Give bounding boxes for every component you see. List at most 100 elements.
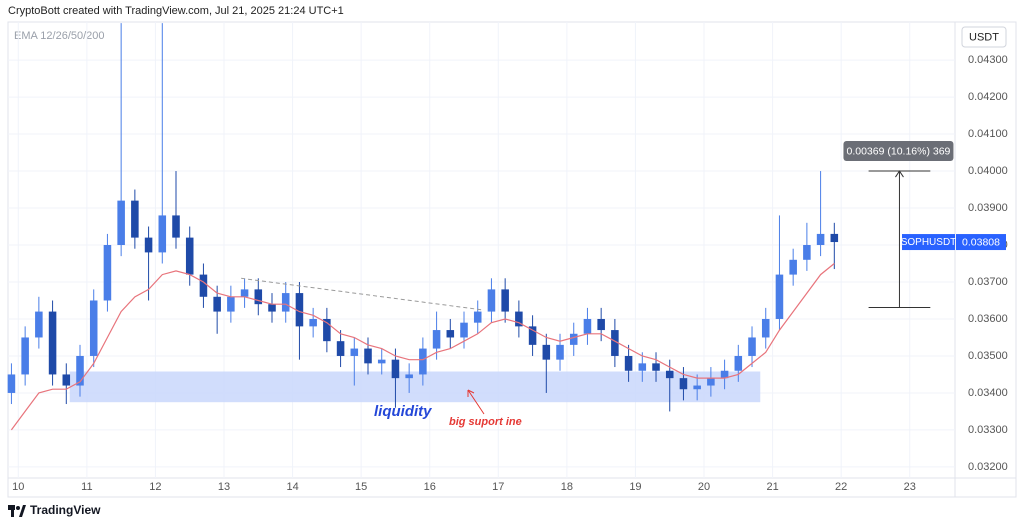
y-tick-label: 0.03500 xyxy=(968,350,1008,362)
candle-body xyxy=(240,289,249,297)
candle-body xyxy=(89,300,98,356)
candle-body xyxy=(391,359,400,379)
measure-arrowhead xyxy=(895,170,904,178)
liquidity-zone xyxy=(69,371,761,403)
candle-body xyxy=(693,385,701,390)
x-tick-label: 23 xyxy=(904,481,916,493)
y-tick-label: 0.04000 xyxy=(968,165,1008,177)
x-tick-label: 17 xyxy=(492,481,504,493)
candle-body xyxy=(158,215,167,253)
y-tick-label: 0.03700 xyxy=(968,276,1008,288)
x-tick-label: 16 xyxy=(424,481,436,493)
candle-body xyxy=(419,348,427,375)
x-tick-label: 15 xyxy=(355,481,367,493)
y-tick-label: 0.04300 xyxy=(968,54,1008,66)
plot xyxy=(7,22,955,478)
candle-body xyxy=(268,304,276,312)
x-tick-label: 18 xyxy=(561,481,573,493)
candle-body xyxy=(103,245,112,301)
candle-body xyxy=(638,363,647,371)
annotation-arrow xyxy=(467,389,485,415)
candle-body xyxy=(405,374,413,379)
candle-body xyxy=(185,237,194,275)
candle-body xyxy=(172,215,180,238)
candle-body xyxy=(323,318,331,342)
frame xyxy=(7,21,1017,498)
x-tick-label: 19 xyxy=(629,481,641,493)
candle-body xyxy=(117,200,125,246)
candle-body xyxy=(254,289,263,305)
x-tick-label: 21 xyxy=(766,481,778,493)
measure-box xyxy=(843,141,954,162)
candle-body xyxy=(830,233,839,243)
candle-body xyxy=(227,296,235,312)
candle-body xyxy=(528,326,537,345)
x-tick-label: 12 xyxy=(149,481,161,493)
footer: TradingView xyxy=(30,503,101,517)
x-tick-label: 20 xyxy=(698,481,710,493)
candle-body xyxy=(295,293,304,327)
y-tick-label: 0.03400 xyxy=(968,387,1008,399)
candle-body xyxy=(789,259,797,275)
candle-body xyxy=(35,311,43,338)
indicator-legend: EMA 12/26/50/200 xyxy=(14,30,105,42)
currency: USDT xyxy=(969,31,999,43)
x-tick-label: 14 xyxy=(286,481,298,493)
candle-body xyxy=(501,289,509,312)
candle-body xyxy=(515,311,523,327)
candle-body xyxy=(460,322,468,338)
price-tag xyxy=(956,234,1006,251)
y-tick-label: 0.03900 xyxy=(968,202,1008,214)
candle-body xyxy=(803,245,811,260)
candle-body xyxy=(48,311,57,375)
price-label: 0.03808 xyxy=(962,236,1000,248)
candle-body xyxy=(281,293,290,312)
y-tick-label: 0.04100 xyxy=(968,128,1008,140)
candle-body xyxy=(336,341,345,356)
x-tick-label: 11 xyxy=(81,481,92,493)
candle-body xyxy=(748,337,756,356)
currency-box[interactable] xyxy=(961,26,1007,48)
y-tick-label: 0.04200 xyxy=(968,91,1008,103)
footer-logo xyxy=(8,505,26,517)
candle-body xyxy=(213,296,221,312)
candle-body xyxy=(720,370,729,379)
candle-body xyxy=(487,289,496,312)
candle-body xyxy=(775,274,784,319)
header: CryptoBott created with TradingView.com,… xyxy=(8,5,344,17)
candle-body xyxy=(432,330,441,349)
candle-body xyxy=(665,370,674,379)
candle-body xyxy=(350,348,359,356)
candle-body xyxy=(446,330,455,338)
x-tick-label: 10 xyxy=(12,481,24,493)
measure-label: 0.00369 (10.16%) 369 xyxy=(846,145,950,157)
y-tick-label: 0.03600 xyxy=(968,313,1008,325)
candle-body xyxy=(597,318,605,331)
candle-body xyxy=(377,359,386,364)
candle-body xyxy=(556,344,564,360)
x-tick-label: 22 xyxy=(835,481,847,493)
candle-body xyxy=(652,363,660,371)
candle-body xyxy=(707,378,715,386)
candle-body xyxy=(624,355,633,371)
candle-body xyxy=(816,233,825,246)
candle-body xyxy=(7,374,16,393)
candle-body xyxy=(679,378,688,390)
y-tick-label: 0.03200 xyxy=(968,461,1008,473)
candle-body xyxy=(611,330,619,356)
candle-body xyxy=(21,337,29,375)
candle-body xyxy=(734,355,743,371)
candle-body xyxy=(131,200,139,238)
candle-body xyxy=(761,318,770,338)
candle-body xyxy=(76,355,84,386)
candle-body xyxy=(542,344,551,360)
support-label: big suport ine xyxy=(449,416,522,428)
symbol-label: SOPHUSDT xyxy=(901,237,957,248)
candle-body xyxy=(583,318,592,334)
symbol-tag xyxy=(902,234,955,251)
candle-body xyxy=(364,348,372,364)
zone-label: liquidity xyxy=(374,403,432,420)
candle-body xyxy=(569,333,578,345)
